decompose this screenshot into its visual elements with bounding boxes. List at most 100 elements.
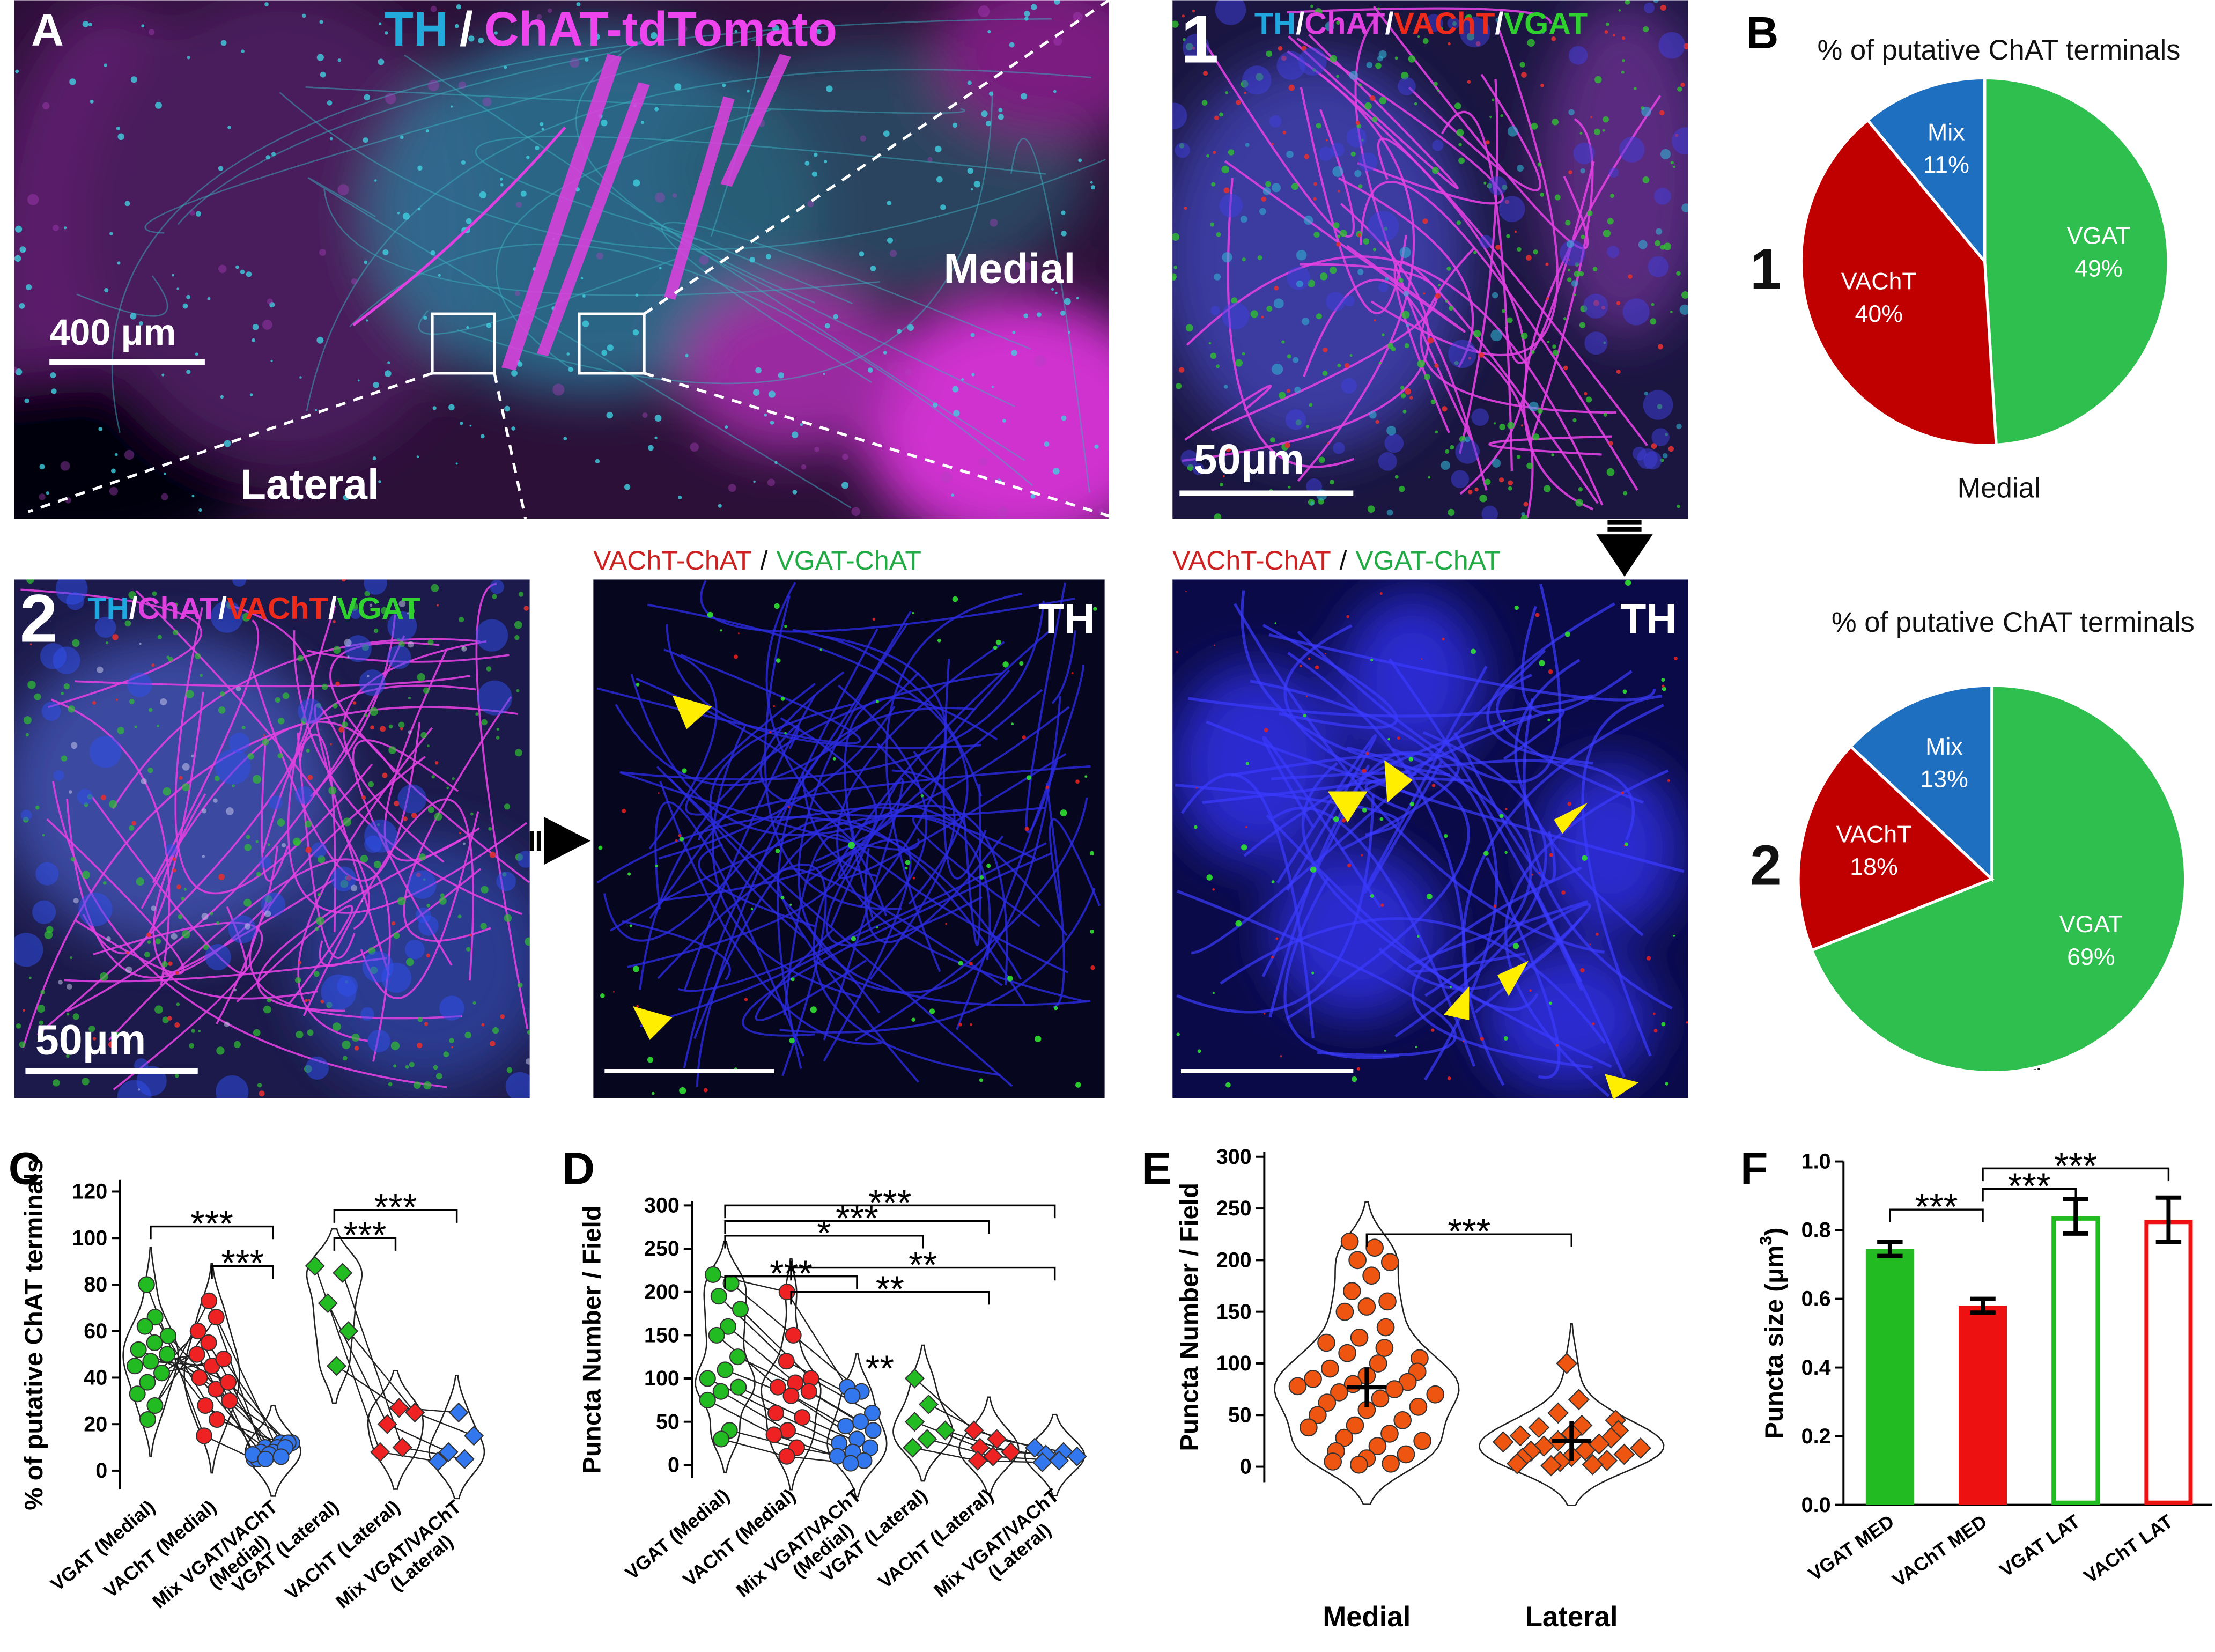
image-texture: [540, 122, 544, 126]
image-texture: [1483, 181, 1487, 185]
image-texture: [128, 591, 136, 599]
image-texture: [1462, 1040, 1465, 1043]
data-point: [338, 1321, 359, 1341]
image-texture: [380, 726, 386, 732]
image-texture: [1195, 787, 1198, 789]
image-texture: [1533, 249, 1538, 255]
image-texture: [1375, 419, 1379, 424]
image-texture: [174, 1074, 179, 1078]
image-texture: [297, 496, 301, 500]
image-texture: [1435, 293, 1441, 299]
image-texture: [1193, 825, 1198, 829]
panel-letter: E: [1141, 1144, 1171, 1194]
image-texture: [824, 323, 830, 329]
image-texture: [423, 687, 430, 694]
image-texture: [1175, 383, 1182, 389]
image-texture: [333, 703, 338, 709]
scale-bar-label: 50μm: [35, 1015, 146, 1063]
image-texture: [293, 630, 522, 915]
image-texture: [218, 874, 225, 880]
data-point: [333, 1263, 353, 1283]
image-texture: [1402, 409, 1407, 414]
image-texture: [1076, 297, 1079, 300]
image-texture: [907, 324, 914, 331]
image-texture: [607, 344, 614, 351]
image-texture: [1362, 807, 1367, 813]
image-texture: [1235, 920, 1242, 927]
data-point: [964, 1420, 984, 1441]
pair-line: [729, 1429, 797, 1449]
image-texture: [1054, 0, 1060, 5]
y-tick-label: 100: [72, 1226, 107, 1250]
image-texture: [1090, 965, 1095, 970]
image-texture: [461, 646, 467, 652]
image-texture: [1561, 890, 1566, 895]
image-texture: [317, 893, 321, 897]
image-texture: [991, 386, 994, 388]
significance-label: ***: [221, 1243, 264, 1284]
pair-line: [773, 1434, 838, 1457]
image-texture: [92, 1037, 97, 1041]
image-texture: [1668, 446, 1674, 452]
image-texture: [601, 350, 608, 356]
image-texture: [370, 707, 379, 716]
image-texture: [1394, 56, 1398, 60]
slice-name: Mix: [1925, 733, 1963, 760]
image-texture: [659, 267, 662, 270]
data-point: [370, 1442, 390, 1462]
data-point: [729, 1348, 747, 1366]
slice-name: VAChT: [1836, 821, 1912, 848]
image-texture: [1529, 879, 1583, 991]
image-texture: [1378, 50, 1387, 58]
image-texture: [165, 844, 178, 856]
image-texture: [82, 692, 204, 955]
image-texture: [1175, 783, 1400, 837]
image-texture: [1503, 1036, 1508, 1041]
image-texture: [1404, 343, 1409, 348]
legend-entry: VAChT-ChAT: [1172, 545, 1331, 576]
slice-value: 49%: [2074, 255, 2123, 282]
image-texture: [1540, 193, 1545, 197]
image-texture: [1417, 359, 1425, 368]
image-texture: [1442, 637, 1445, 641]
image-texture: [816, 29, 822, 35]
image-texture: [973, 181, 981, 188]
image-texture: [426, 953, 431, 958]
data-point: [917, 1429, 937, 1449]
image-texture: [198, 1030, 201, 1033]
image-texture: [430, 5, 437, 12]
data-point: [852, 1413, 869, 1430]
image-texture: [117, 261, 121, 265]
image-texture: [624, 484, 631, 490]
image-texture: [1676, 423, 1682, 430]
data-point: [1409, 1398, 1428, 1416]
image-texture: [639, 672, 1003, 990]
image-texture: [1051, 287, 1054, 291]
image-texture: [195, 211, 202, 217]
image-texture: [499, 178, 503, 181]
image-texture: [525, 1058, 530, 1065]
image-texture: [449, 1038, 454, 1043]
image-texture: [351, 278, 358, 285]
image-texture: [1596, 933, 1599, 936]
image-texture: [1361, 854, 1363, 857]
image-texture: [1061, 415, 1067, 421]
image-texture: [1529, 989, 1532, 992]
image-texture: [136, 877, 144, 886]
image-texture: [566, 352, 570, 356]
image-texture: [935, 145, 942, 153]
image-texture: [1508, 480, 1513, 486]
image-texture: [1010, 138, 1090, 493]
image-texture: [1554, 194, 1561, 201]
image-texture: [1589, 943, 1591, 945]
image-texture: [35, 862, 59, 886]
image-texture: [304, 999, 308, 1002]
image-texture: [1677, 86, 1682, 92]
panel-letter: C: [9, 1144, 41, 1194]
image-texture: [1564, 631, 1570, 637]
image-texture: [168, 961, 173, 966]
image-texture: [409, 1061, 415, 1067]
image-texture: [364, 94, 371, 101]
image-texture: [242, 613, 251, 622]
image-texture: [364, 713, 368, 717]
